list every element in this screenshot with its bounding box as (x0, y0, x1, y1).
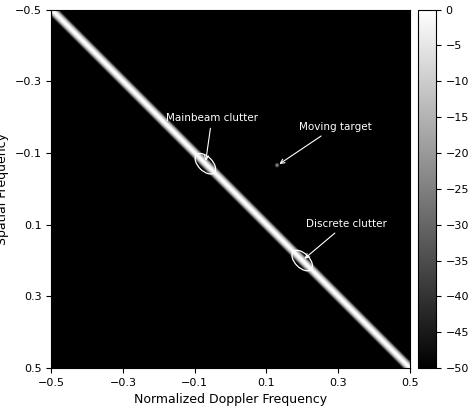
Text: Moving target: Moving target (281, 122, 371, 163)
Text: Mainbeam clutter: Mainbeam clutter (166, 113, 258, 160)
Y-axis label: Spatial Frequency: Spatial Frequency (0, 133, 9, 245)
Text: Discrete clutter: Discrete clutter (305, 218, 387, 258)
X-axis label: Normalized Doppler Frequency: Normalized Doppler Frequency (134, 393, 327, 407)
